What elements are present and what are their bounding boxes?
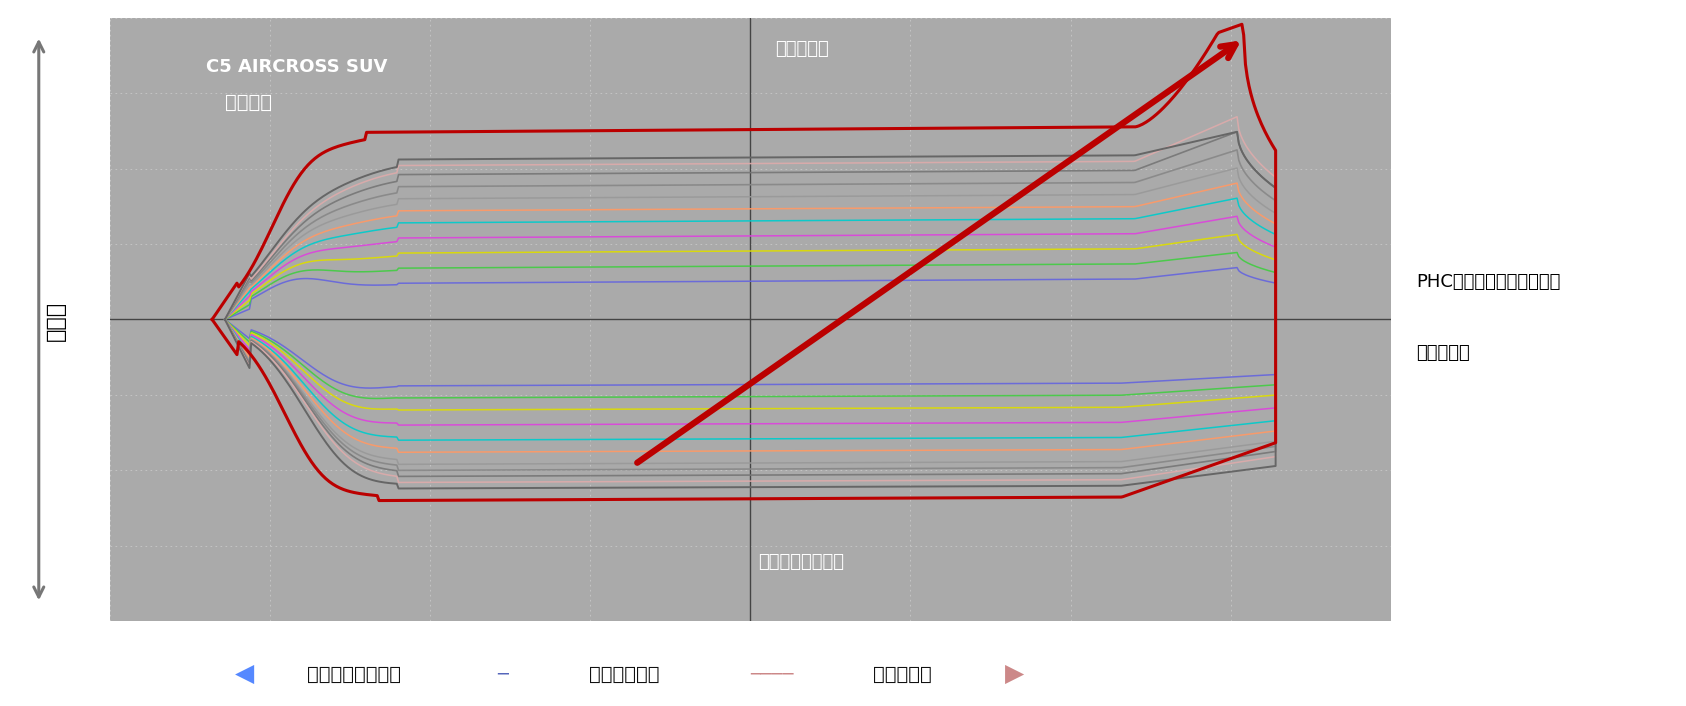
Text: による増加: による増加 [1416,344,1470,362]
Text: フロント: フロント [224,93,271,112]
Text: 減衰力: 減衰力 [46,301,66,341]
Text: ピストン位置: ピストン位置 [588,665,659,683]
Text: ◀: ◀ [234,662,255,686]
Text: リバウンド: リバウンド [774,40,828,58]
Text: ────: ──── [750,665,794,683]
Text: コンプレッション: コンプレッション [759,553,845,571]
Text: PHCセカンダリーダンパー: PHCセカンダリーダンパー [1416,273,1561,292]
Text: コンプレッション: コンプレッション [307,665,401,683]
Text: ─: ─ [497,665,507,683]
Text: ▶: ▶ [1005,662,1025,686]
Text: C5 AIRCROSS SUV: C5 AIRCROSS SUV [206,58,388,76]
Text: リバウンド: リバウンド [873,665,931,683]
